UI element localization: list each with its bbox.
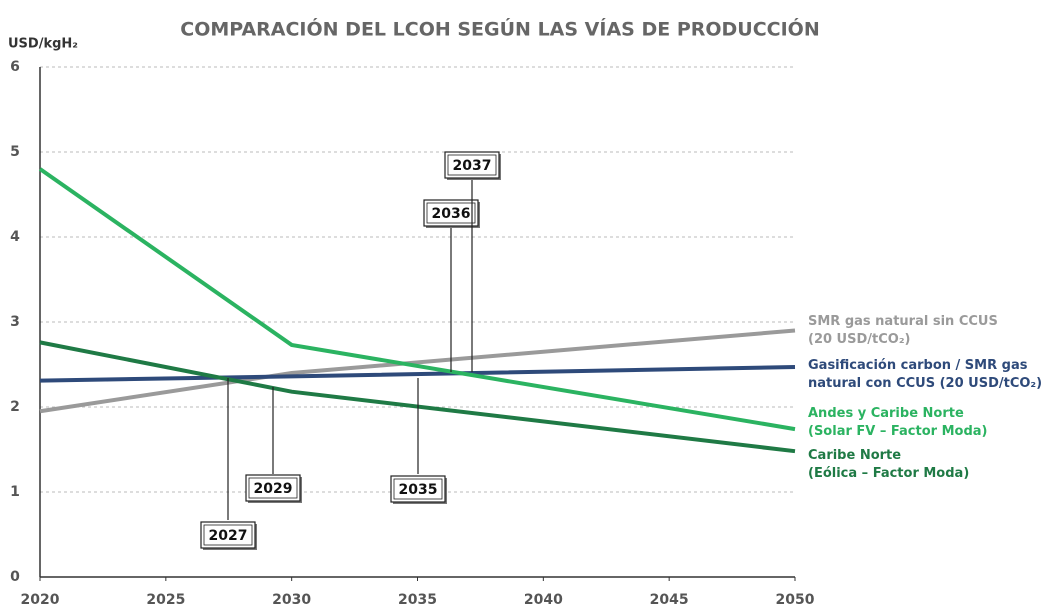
annotation-box bbox=[390, 475, 446, 503]
legend-entry: Andes y Caribe Norte (Solar FV – Factor … bbox=[808, 406, 988, 439]
annotation-inner bbox=[393, 478, 443, 500]
y-tick-label: 4 bbox=[10, 229, 20, 245]
annotation-box bbox=[423, 199, 479, 227]
x-tick-label: 2040 bbox=[524, 592, 563, 608]
y-tick-label: 6 bbox=[10, 59, 20, 75]
y-tick-label: 5 bbox=[10, 144, 20, 160]
annotation-label: 2035 bbox=[399, 482, 438, 498]
chart-title: COMPARACIÓN DEL LCOH SEGÚN LAS VÍAS DE P… bbox=[180, 17, 819, 41]
annotation-inner bbox=[203, 524, 253, 546]
annotation-label: 2029 bbox=[254, 481, 293, 497]
annotation-inner bbox=[447, 154, 497, 176]
series-line bbox=[39, 328, 796, 414]
y-tick-label: 0 bbox=[10, 569, 20, 585]
series-line bbox=[38, 167, 796, 432]
series-line bbox=[39, 340, 796, 454]
annotation-box bbox=[444, 151, 500, 179]
annotation-inner bbox=[426, 202, 476, 224]
series-line bbox=[39, 365, 796, 383]
x-tick-label: 2025 bbox=[146, 592, 185, 608]
annotation-label: 2036 bbox=[432, 206, 471, 222]
x-tick-label: 2020 bbox=[21, 592, 60, 608]
legend-entry: Gasificación carbon / SMR gas natural co… bbox=[808, 358, 1043, 391]
x-tick-label: 2035 bbox=[398, 592, 437, 608]
legend-entry: Caribe Norte (Eólica – Factor Moda) bbox=[808, 448, 970, 481]
y-tick-label: 3 bbox=[10, 314, 20, 330]
annotation-box bbox=[200, 521, 256, 549]
legend-entry: SMR gas natural sin CCUS (20 USD/tCO₂) bbox=[808, 314, 998, 347]
annotation-inner bbox=[248, 477, 298, 499]
annotation-label: 2037 bbox=[453, 158, 492, 174]
y-axis-label: USD/kgH₂ bbox=[8, 37, 78, 52]
x-tick-label: 2030 bbox=[272, 592, 311, 608]
annotation-box bbox=[245, 474, 301, 502]
y-tick-label: 1 bbox=[10, 484, 20, 500]
y-tick-label: 2 bbox=[10, 399, 20, 415]
annotation-label: 2027 bbox=[209, 528, 248, 544]
x-tick-label: 2050 bbox=[776, 592, 815, 608]
x-tick-label: 2045 bbox=[650, 592, 689, 608]
